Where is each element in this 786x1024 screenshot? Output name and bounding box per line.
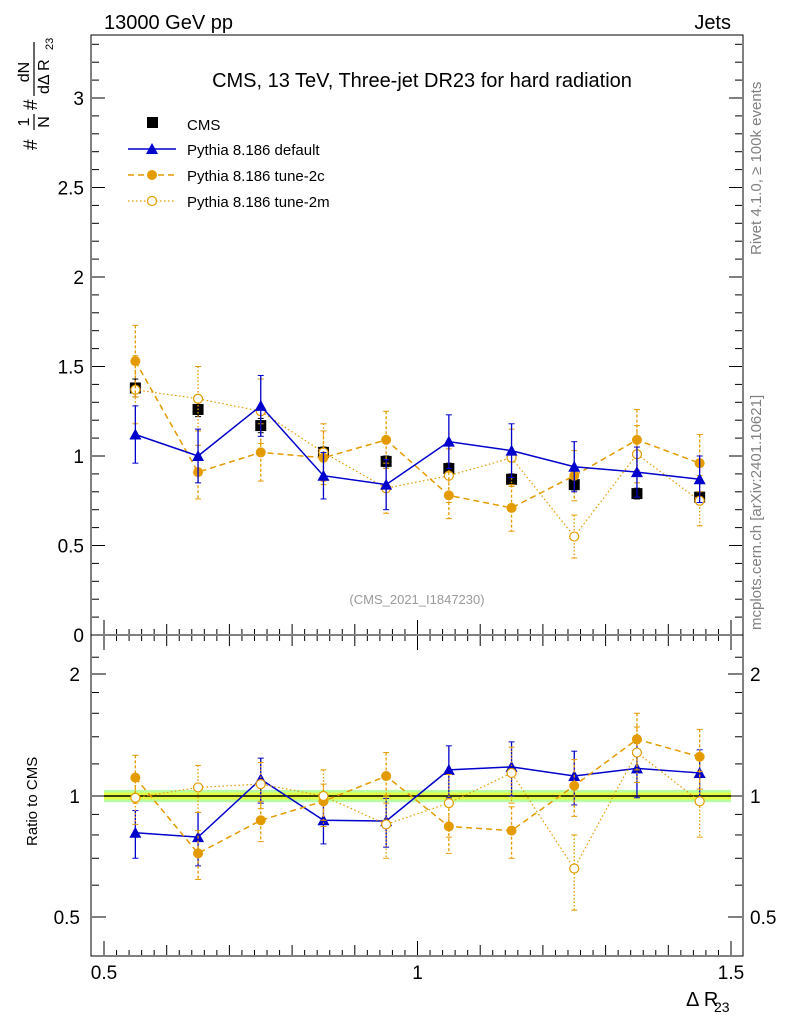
y-tick-label: 2.5 <box>58 179 84 200</box>
ratio-point-tune2c <box>193 848 204 859</box>
legend-label-tune2c: Pythia 8.186 tune-2c <box>187 168 325 185</box>
x-label-sub: 23 <box>714 999 730 1015</box>
main-point-tune2c <box>631 434 642 445</box>
axis-ticks: 0 0.5 1 1.5 2 2.5 3 0.5 1 1.5 0.5 0.5 1 1 2 2 <box>54 43 776 984</box>
y-label-ddr: dΔ R <box>36 59 53 94</box>
main-point-default <box>254 399 267 411</box>
watermark: (CMS_2021_I1847230) <box>349 592 484 607</box>
x-tick-label: 1.5 <box>718 963 744 984</box>
y-tick-label: 2 <box>73 268 84 289</box>
legend-marker-cms <box>147 117 158 128</box>
ratio-point-tune2m <box>506 767 517 779</box>
y-label-hash2: # <box>21 99 42 110</box>
legend-marker-tune2c <box>147 170 157 180</box>
svg-text:#: # <box>21 139 42 150</box>
ratio-point-tune2m <box>381 819 392 830</box>
main-point-default <box>505 444 518 456</box>
ratio-point-tune2m <box>130 792 141 803</box>
legend-marker-tune2m <box>146 195 158 207</box>
ratio-y-tick-label: 0.5 <box>750 908 776 929</box>
main-point-tune2m <box>192 393 204 404</box>
ratio-point-tune2c <box>255 815 266 826</box>
legend-label-tune2m: Pythia 8.186 tune-2m <box>187 194 330 211</box>
ratio-point-default <box>129 826 142 838</box>
ratio-y-tick-label: 1 <box>69 787 80 808</box>
ratio-y-tick-label: 2 <box>750 665 761 686</box>
main-point-tune2c <box>381 434 392 445</box>
y-tick-label: 3 <box>73 89 84 110</box>
main-point-tune2c <box>255 447 266 458</box>
main-point-default <box>568 460 581 472</box>
mcplots-side-text: mcplots.cern.ch [arXiv:2401.10621] <box>748 395 765 630</box>
main-point-tune2c <box>130 356 141 367</box>
y-tick-label: 0.5 <box>58 537 84 558</box>
main-line-tune2c <box>134 360 700 509</box>
rivet-side-text: Rivet 4.1.0, ≥ 100k events <box>748 82 765 255</box>
ratio-point-tune2c <box>130 772 141 783</box>
ratio-point-tune2m <box>318 790 329 802</box>
main-line-default <box>135 404 700 486</box>
main-point-default <box>442 435 455 447</box>
x-tick-label: 1 <box>412 963 423 984</box>
ratio-point-default <box>442 763 455 775</box>
x-label-text: Δ R <box>686 989 718 1011</box>
header-right: Jets <box>694 12 731 34</box>
main-point-tune2m <box>569 531 580 542</box>
ratio-point-tune2c <box>631 734 642 745</box>
ratio-y-tick-label: 2 <box>69 665 80 686</box>
y-label-den: N <box>36 116 53 128</box>
y-label-dn: dN <box>16 62 33 82</box>
main-point-tune2c <box>443 490 454 501</box>
ratio-frame <box>90 634 744 957</box>
ratio-line-tune2c <box>134 738 700 855</box>
main-point-default <box>317 469 330 481</box>
ratio-point-tune2c <box>381 771 392 782</box>
legend: CMS Pythia 8.186 default Pythia 8.186 tu… <box>128 117 330 211</box>
ratio-point-tune2m <box>192 782 204 793</box>
main-point-default <box>192 450 205 461</box>
main-point-default <box>380 478 393 490</box>
ratio-line-tune2m <box>135 751 701 870</box>
main-line-tune2m <box>135 389 701 538</box>
ratio-point-default <box>630 762 643 774</box>
ratio-point-tune2m <box>694 796 705 807</box>
ratio-point-tune2c <box>443 821 454 832</box>
main-point-tune2m <box>130 384 141 395</box>
y-label-num: 1 <box>16 117 33 126</box>
ratio-point-tune2c <box>506 825 517 836</box>
y-tick-label: 0 <box>73 626 84 647</box>
main-point-default <box>129 428 142 440</box>
ratio-y-tick-label: 1 <box>750 787 761 808</box>
main-point-default <box>693 473 706 485</box>
y-axis-label-ratio: Ratio to CMS <box>24 757 41 846</box>
header-left: 13000 GeV pp <box>104 12 233 34</box>
legend-marker-default <box>146 143 158 154</box>
ratio-point-tune2c <box>569 780 580 791</box>
main-point-tune2c <box>506 502 517 513</box>
y-label-hash1: # <box>21 139 42 150</box>
ratio-point-tune2m <box>255 778 266 790</box>
y-tick-label: 1 <box>73 447 84 468</box>
y-axis-label-main: # 1 N # dN dΔ R 23 <box>16 38 56 150</box>
legend-label-cms: CMS <box>187 117 220 134</box>
y-tick-label: 1.5 <box>58 358 84 379</box>
x-axis-label: Δ R 23 <box>686 989 730 1015</box>
ratio-point-tune2m <box>631 747 643 758</box>
x-tick-label: 0.5 <box>91 963 117 984</box>
ratio-point-tune2m <box>443 798 454 809</box>
chart-marks <box>129 324 706 911</box>
ratio-point-tune2c <box>694 751 705 762</box>
y-label-sub: 23 <box>44 38 56 50</box>
ratio-point-tune2m <box>569 863 580 874</box>
chart-title: CMS, 13 TeV, Three-jet DR23 for hard rad… <box>212 70 632 92</box>
main-point-default <box>630 466 643 478</box>
ratio-line-default <box>135 766 700 838</box>
main-point-tune2m <box>443 470 454 481</box>
legend-label-default: Pythia 8.186 default <box>187 142 320 159</box>
ratio-y-tick-label: 0.5 <box>54 908 80 929</box>
